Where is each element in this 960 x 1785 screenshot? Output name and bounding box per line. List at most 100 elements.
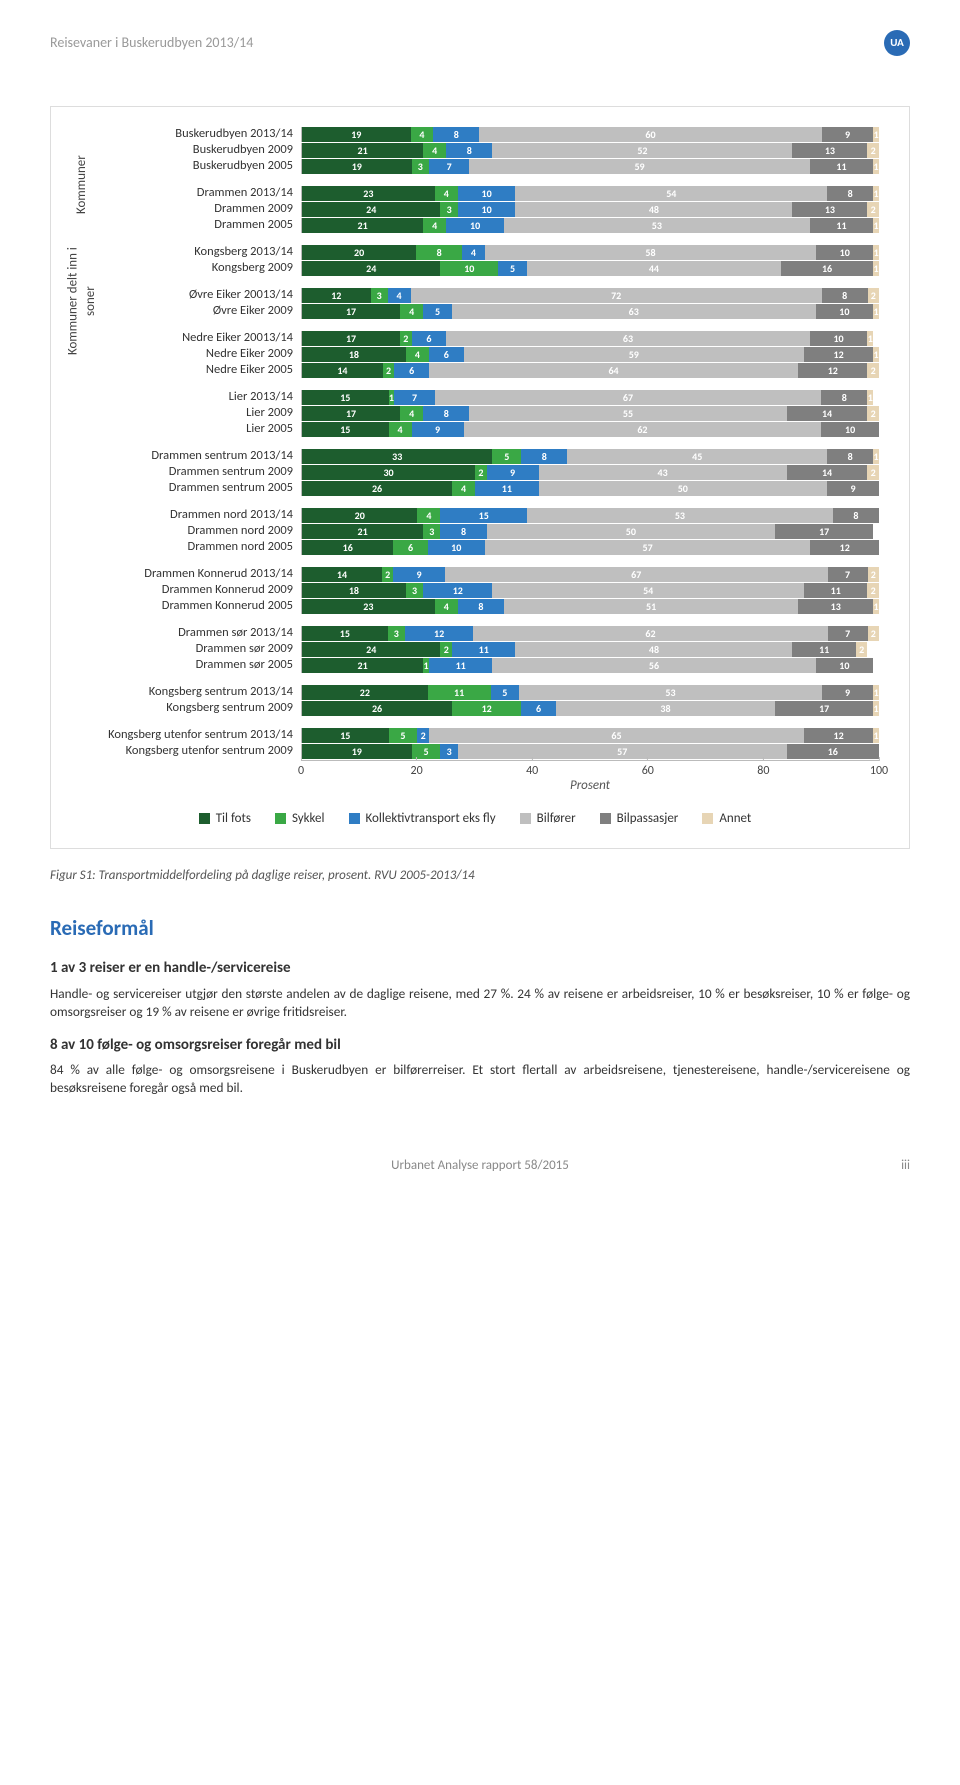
bar-row: Drammen nord 2005166105712 <box>93 540 879 555</box>
stacked-bar: 174563101 <box>301 304 879 319</box>
page-header: Reisevaner i Buskerudbyen 2013/14 UA <box>50 30 910 56</box>
bar-segment: 43 <box>539 465 787 480</box>
x-tick: 20 <box>411 757 423 779</box>
bar-segment: 3 <box>371 288 388 303</box>
bar-segment: 9 <box>827 481 879 496</box>
bar-segment: 1 <box>873 218 879 233</box>
bar-segment: 6 <box>429 347 464 362</box>
bar-segment: 9 <box>393 567 444 582</box>
row-label: Lier 2009 <box>93 405 301 422</box>
stacked-bar: 193759111 <box>301 159 879 174</box>
bar-segment: 13 <box>792 202 867 217</box>
bar-segment: 10 <box>810 331 868 346</box>
bar-segment: 20 <box>302 245 416 260</box>
bar-segment: 63 <box>446 331 810 346</box>
bar-row: Nedre Eiker 2009184659121 <box>93 347 879 362</box>
bar-segment: 22 <box>302 685 428 700</box>
bar-segment: 3 <box>440 744 457 759</box>
bar-row: Nedre Eiker 20013/14172663101 <box>93 331 879 346</box>
bar-segment: 5 <box>423 304 452 319</box>
bar-segment: 6 <box>412 331 447 346</box>
chart-body: KommunerKommuner delt inn i soner Busker… <box>71 127 879 760</box>
bar-row: Drammen sentrum 2009302943142 <box>93 465 879 480</box>
stacked-bar: 21385017 <box>301 524 879 539</box>
row-label: Drammen sør 2005 <box>93 657 301 674</box>
bar-segment: 48 <box>515 202 792 217</box>
bar-segment: 1 <box>867 331 873 346</box>
row-label: Drammen nord 2013/14 <box>93 507 301 524</box>
bar-segment: 16 <box>787 744 879 759</box>
bar-segment: 8 <box>458 599 504 614</box>
bar-row: Drammen nord 200921385017 <box>93 524 879 539</box>
bar-segment: 19 <box>302 127 411 142</box>
bar-segment: 10 <box>446 218 504 233</box>
bar-row: Kongsberg sentrum 20092612638171 <box>93 701 879 716</box>
bar-segment: 1 <box>873 127 879 142</box>
row-label: Kongsberg sentrum 2013/14 <box>93 684 301 701</box>
row-label: Lier 2013/14 <box>93 389 301 406</box>
paragraph-2: 84 % av alle følge- og omsorgsreisene i … <box>50 1061 910 1097</box>
stacked-bar: 166105712 <box>301 540 879 555</box>
bar-segment: 1 <box>873 304 879 319</box>
bar-segment: 5 <box>498 261 527 276</box>
bar-segment: 19 <box>302 159 412 174</box>
bar-segment: 11 <box>804 583 867 598</box>
bar-segment: 14 <box>787 465 868 480</box>
bar-segment: 17 <box>775 524 873 539</box>
legend-label: Sykkel <box>292 810 325 828</box>
bar-row: Drammen 2013/14234105481 <box>93 186 879 201</box>
bar-segment: 14 <box>302 363 383 378</box>
bar-row: Øvre Eiker 20013/1412347282 <box>93 288 879 303</box>
bar-segment: 1 <box>873 685 879 700</box>
bar-segment: 2 <box>868 567 879 582</box>
row-label: Drammen sentrum 2005 <box>93 480 301 497</box>
bar-segment: 8 <box>416 245 462 260</box>
bar-segment: 16 <box>302 540 393 555</box>
bar-row: Lier 200515496210 <box>93 422 879 437</box>
chart-container: KommunerKommuner delt inn i soner Busker… <box>50 106 910 849</box>
bar-segment: 8 <box>827 449 873 464</box>
bar-segment: 57 <box>458 744 787 759</box>
bar-segment: 12 <box>302 288 371 303</box>
stacked-bar: 234105481 <box>301 186 879 201</box>
bar-segment: 15 <box>302 390 389 405</box>
bar-row: Kongsberg 20092410544161 <box>93 261 879 276</box>
bar-segment: 64 <box>429 363 798 378</box>
stacked-bar: 153126272 <box>301 626 879 641</box>
bar-segment: 58 <box>485 245 816 260</box>
bar-segment: 17 <box>302 304 400 319</box>
bar-segment: 10 <box>816 304 874 319</box>
bar-segment: 12 <box>804 347 873 362</box>
row-label: Nedre Eiker 20013/14 <box>93 330 301 347</box>
bar-segment: 1 <box>867 390 873 405</box>
row-label: Drammen sentrum 2013/14 <box>93 448 301 465</box>
row-label: Lier 2005 <box>93 421 301 438</box>
footer-right: iii <box>569 1157 910 1175</box>
bar-segment: 2 <box>868 288 879 303</box>
section-title: Reiseformål <box>50 914 910 942</box>
bar-segment: 2 <box>867 143 879 158</box>
legend-label: Annet <box>719 810 751 828</box>
bar-segment: 8 <box>446 143 492 158</box>
x-tick: 40 <box>526 757 538 779</box>
stacked-bar: 2612638171 <box>301 701 879 716</box>
bar-segment: 54 <box>515 186 827 201</box>
bar-segment: 4 <box>462 245 485 260</box>
bar-segment: 52 <box>492 143 792 158</box>
row-label: Kongsberg utenfor sentrum 2013/14 <box>93 727 301 744</box>
bar-segment: 1 <box>873 347 879 362</box>
bar-segment: 5 <box>389 728 418 743</box>
bar-segment: 10 <box>816 245 873 260</box>
legend-swatch <box>520 813 531 824</box>
bar-segment: 8 <box>423 406 469 421</box>
bar-row: Lier 2013/1415176781 <box>93 390 879 405</box>
legend-swatch <box>702 813 713 824</box>
bar-segment: 4 <box>423 143 446 158</box>
bar-segment: 1 <box>873 728 879 743</box>
bar-segment: 17 <box>302 406 400 421</box>
bar-segment: 10 <box>821 422 879 437</box>
bar-segment: 3 <box>412 159 429 174</box>
bar-segment: 12 <box>423 583 492 598</box>
bar-segment: 2 <box>417 728 429 743</box>
bar-segment: 72 <box>411 288 822 303</box>
